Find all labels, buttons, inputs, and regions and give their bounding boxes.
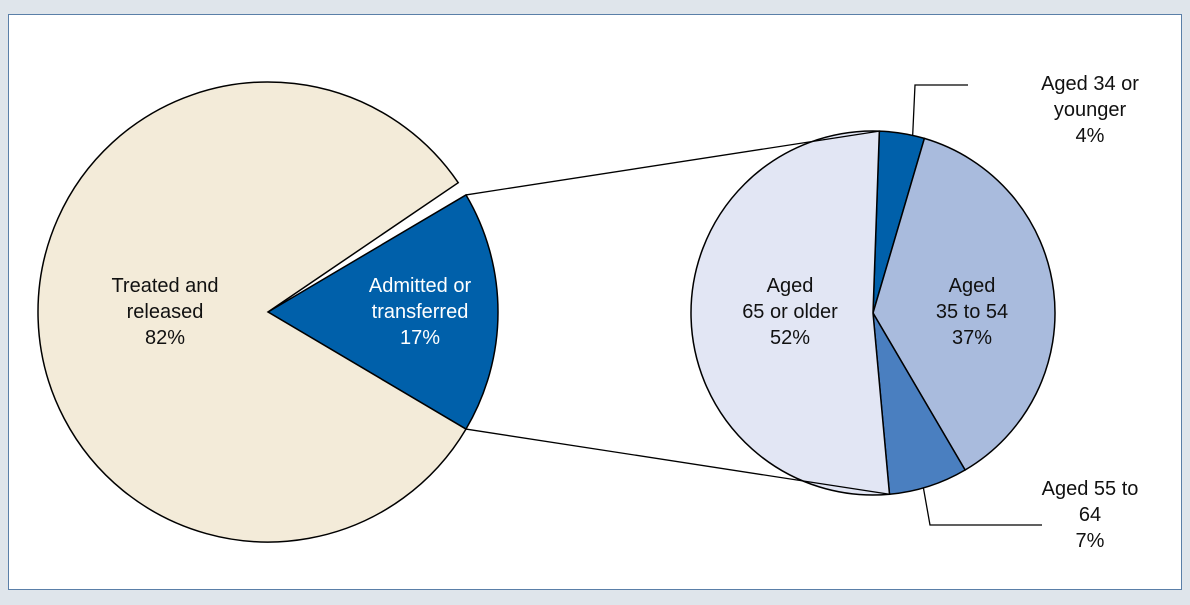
slice-value: 7% — [1075, 530, 1105, 552]
slice-value: 17% — [399, 327, 441, 349]
slice-label: Admitted or transferred — [368, 275, 472, 323]
slice-label: Aged 35 to 54 — [935, 275, 1009, 323]
pie-slice — [872, 137, 1056, 472]
slice-value: 52% — [769, 327, 811, 349]
pie-slice — [37, 81, 468, 543]
slice-label: Aged 34 or younger — [1041, 73, 1139, 121]
slice-label: Aged 65 or older — [742, 275, 838, 323]
connector-line — [465, 428, 890, 495]
pie-slice — [690, 130, 891, 496]
leader-line — [921, 479, 1042, 526]
connector-line — [465, 130, 880, 196]
slice-label: Treated and released — [111, 275, 219, 323]
leader-line — [911, 84, 968, 151]
pie-slice — [266, 193, 499, 431]
slice-label: Aged 55 to 64 — [1041, 478, 1139, 526]
slice-value: 82% — [144, 327, 186, 349]
slice-value: 37% — [951, 327, 993, 349]
slice-value: 4% — [1075, 125, 1105, 147]
